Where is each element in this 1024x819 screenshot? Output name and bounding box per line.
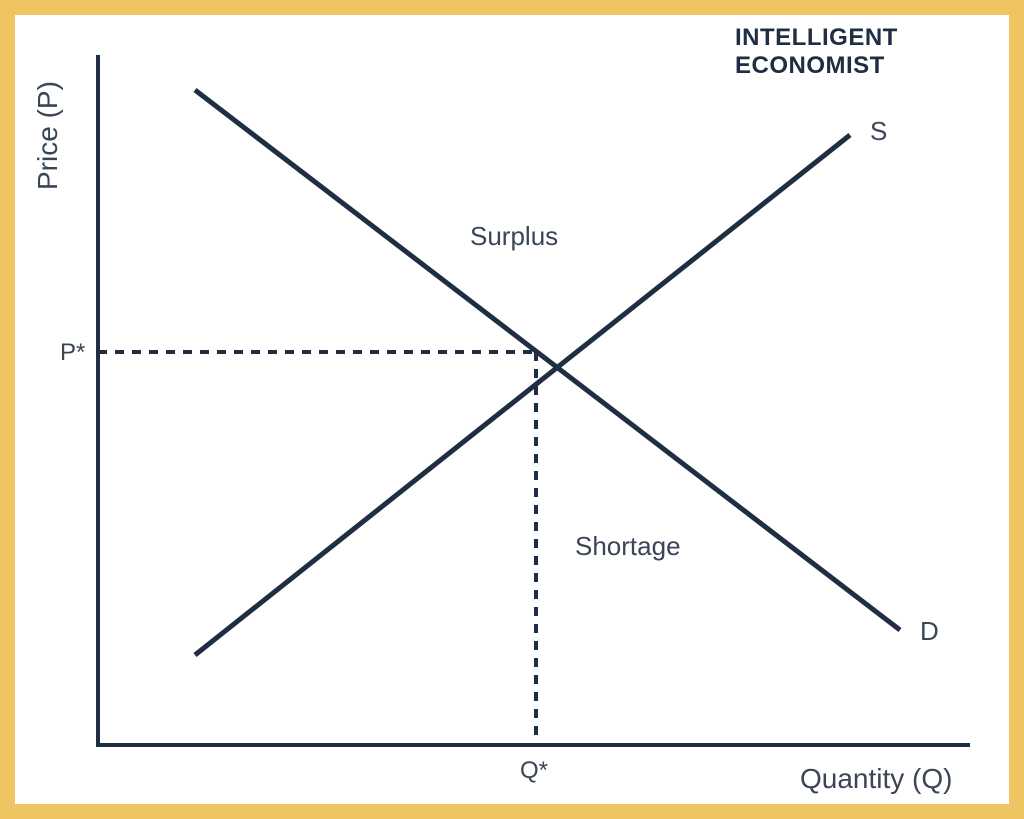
demand-label: D xyxy=(920,616,939,646)
surplus-label: Surplus xyxy=(470,221,558,251)
y-axis-label: Price (P) xyxy=(32,81,63,190)
diagram-frame: INTELLIGENT ECONOMIST D S Surplus Shorta… xyxy=(0,0,1024,819)
supply-curve xyxy=(195,135,850,655)
supply-label: S xyxy=(870,116,887,146)
p-star-label: P* xyxy=(60,339,85,366)
shortage-label: Shortage xyxy=(575,531,681,561)
x-axis-label: Quantity (Q) xyxy=(800,763,952,794)
supply-demand-chart: D S Surplus Shortage P* Q* Quantity (Q) … xyxy=(0,0,1024,819)
q-star-label: Q* xyxy=(520,757,548,784)
demand-curve xyxy=(195,90,900,630)
